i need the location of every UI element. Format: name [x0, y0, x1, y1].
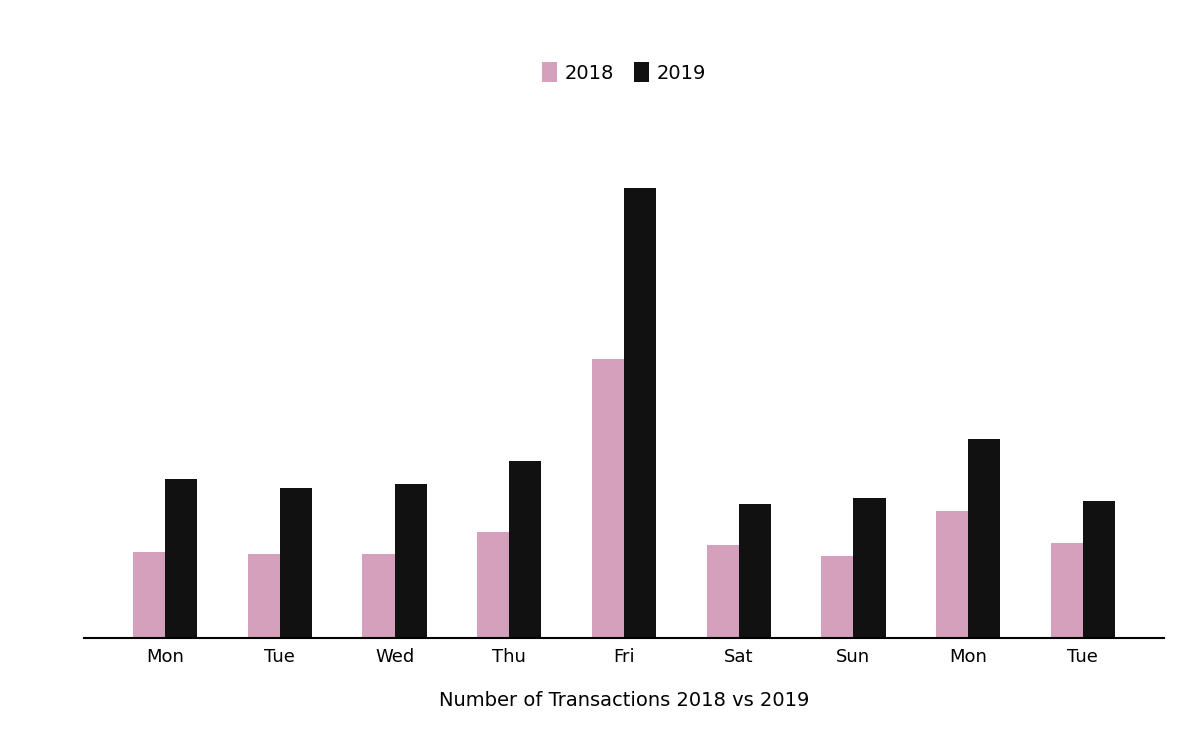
Bar	[936, 510, 968, 638]
Bar	[395, 484, 427, 638]
Bar	[1082, 501, 1115, 638]
X-axis label: Number of Transactions 2018 vs 2019: Number of Transactions 2018 vs 2019	[439, 691, 809, 710]
Bar	[362, 554, 395, 638]
Bar	[853, 498, 886, 638]
Bar	[478, 532, 509, 638]
Bar	[509, 461, 541, 638]
Bar	[280, 488, 312, 638]
Bar	[821, 556, 853, 638]
Bar	[624, 188, 656, 638]
Bar	[739, 504, 770, 638]
Legend: 2018, 2019: 2018, 2019	[532, 53, 716, 93]
Bar	[1051, 543, 1082, 638]
Bar	[166, 479, 197, 638]
Bar	[133, 552, 166, 638]
Bar	[707, 545, 739, 638]
Bar	[247, 554, 280, 638]
Bar	[592, 359, 624, 638]
Bar	[968, 439, 1001, 638]
